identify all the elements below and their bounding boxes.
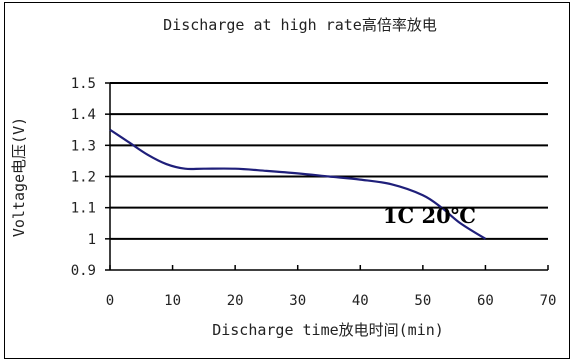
- x-axis-label: Discharge time放电时间(min): [212, 321, 444, 339]
- annotations: 1C 20℃: [383, 203, 476, 228]
- x-tick-labels: 0 10 20 30 40 50 60 70: [106, 293, 557, 309]
- x-tick-label-6: 60: [477, 293, 494, 309]
- series-group: [109, 128, 487, 240]
- chart-title: Discharge at high rate高倍率放电: [163, 16, 437, 34]
- x-tick-label-4: 40: [352, 293, 369, 309]
- y-axis-label: Voltage电压(V): [10, 117, 28, 237]
- grid-lines: [110, 82, 548, 240]
- series-line-0: [109, 128, 487, 240]
- x-tick-label-0: 0: [106, 293, 114, 309]
- x-tick-label-3: 30: [289, 293, 306, 309]
- x-tick-label-7: 70: [540, 293, 557, 309]
- y-tick-label-4: 1.3: [71, 138, 96, 154]
- y-tick-label-1: 1: [88, 232, 96, 248]
- y-tick-label-0: 0.9: [71, 263, 96, 279]
- x-tick-label-2: 20: [227, 293, 244, 309]
- x-tick-label-1: 10: [164, 293, 181, 309]
- x-tick-label-5: 50: [414, 293, 431, 309]
- y-tick-label-6: 1.5: [71, 76, 96, 92]
- annotation-label-0: 1C 20℃: [383, 203, 476, 228]
- chart-frame: [4, 2, 570, 359]
- y-tick-label-5: 1.4: [71, 107, 96, 123]
- y-tick-label-2: 1.1: [71, 201, 96, 217]
- axes: [105, 82, 549, 271]
- y-tick-labels: 0.9 1 1.1 1.2 1.3 1.4 1.5: [71, 76, 96, 279]
- y-tick-label-3: 1.2: [71, 170, 96, 186]
